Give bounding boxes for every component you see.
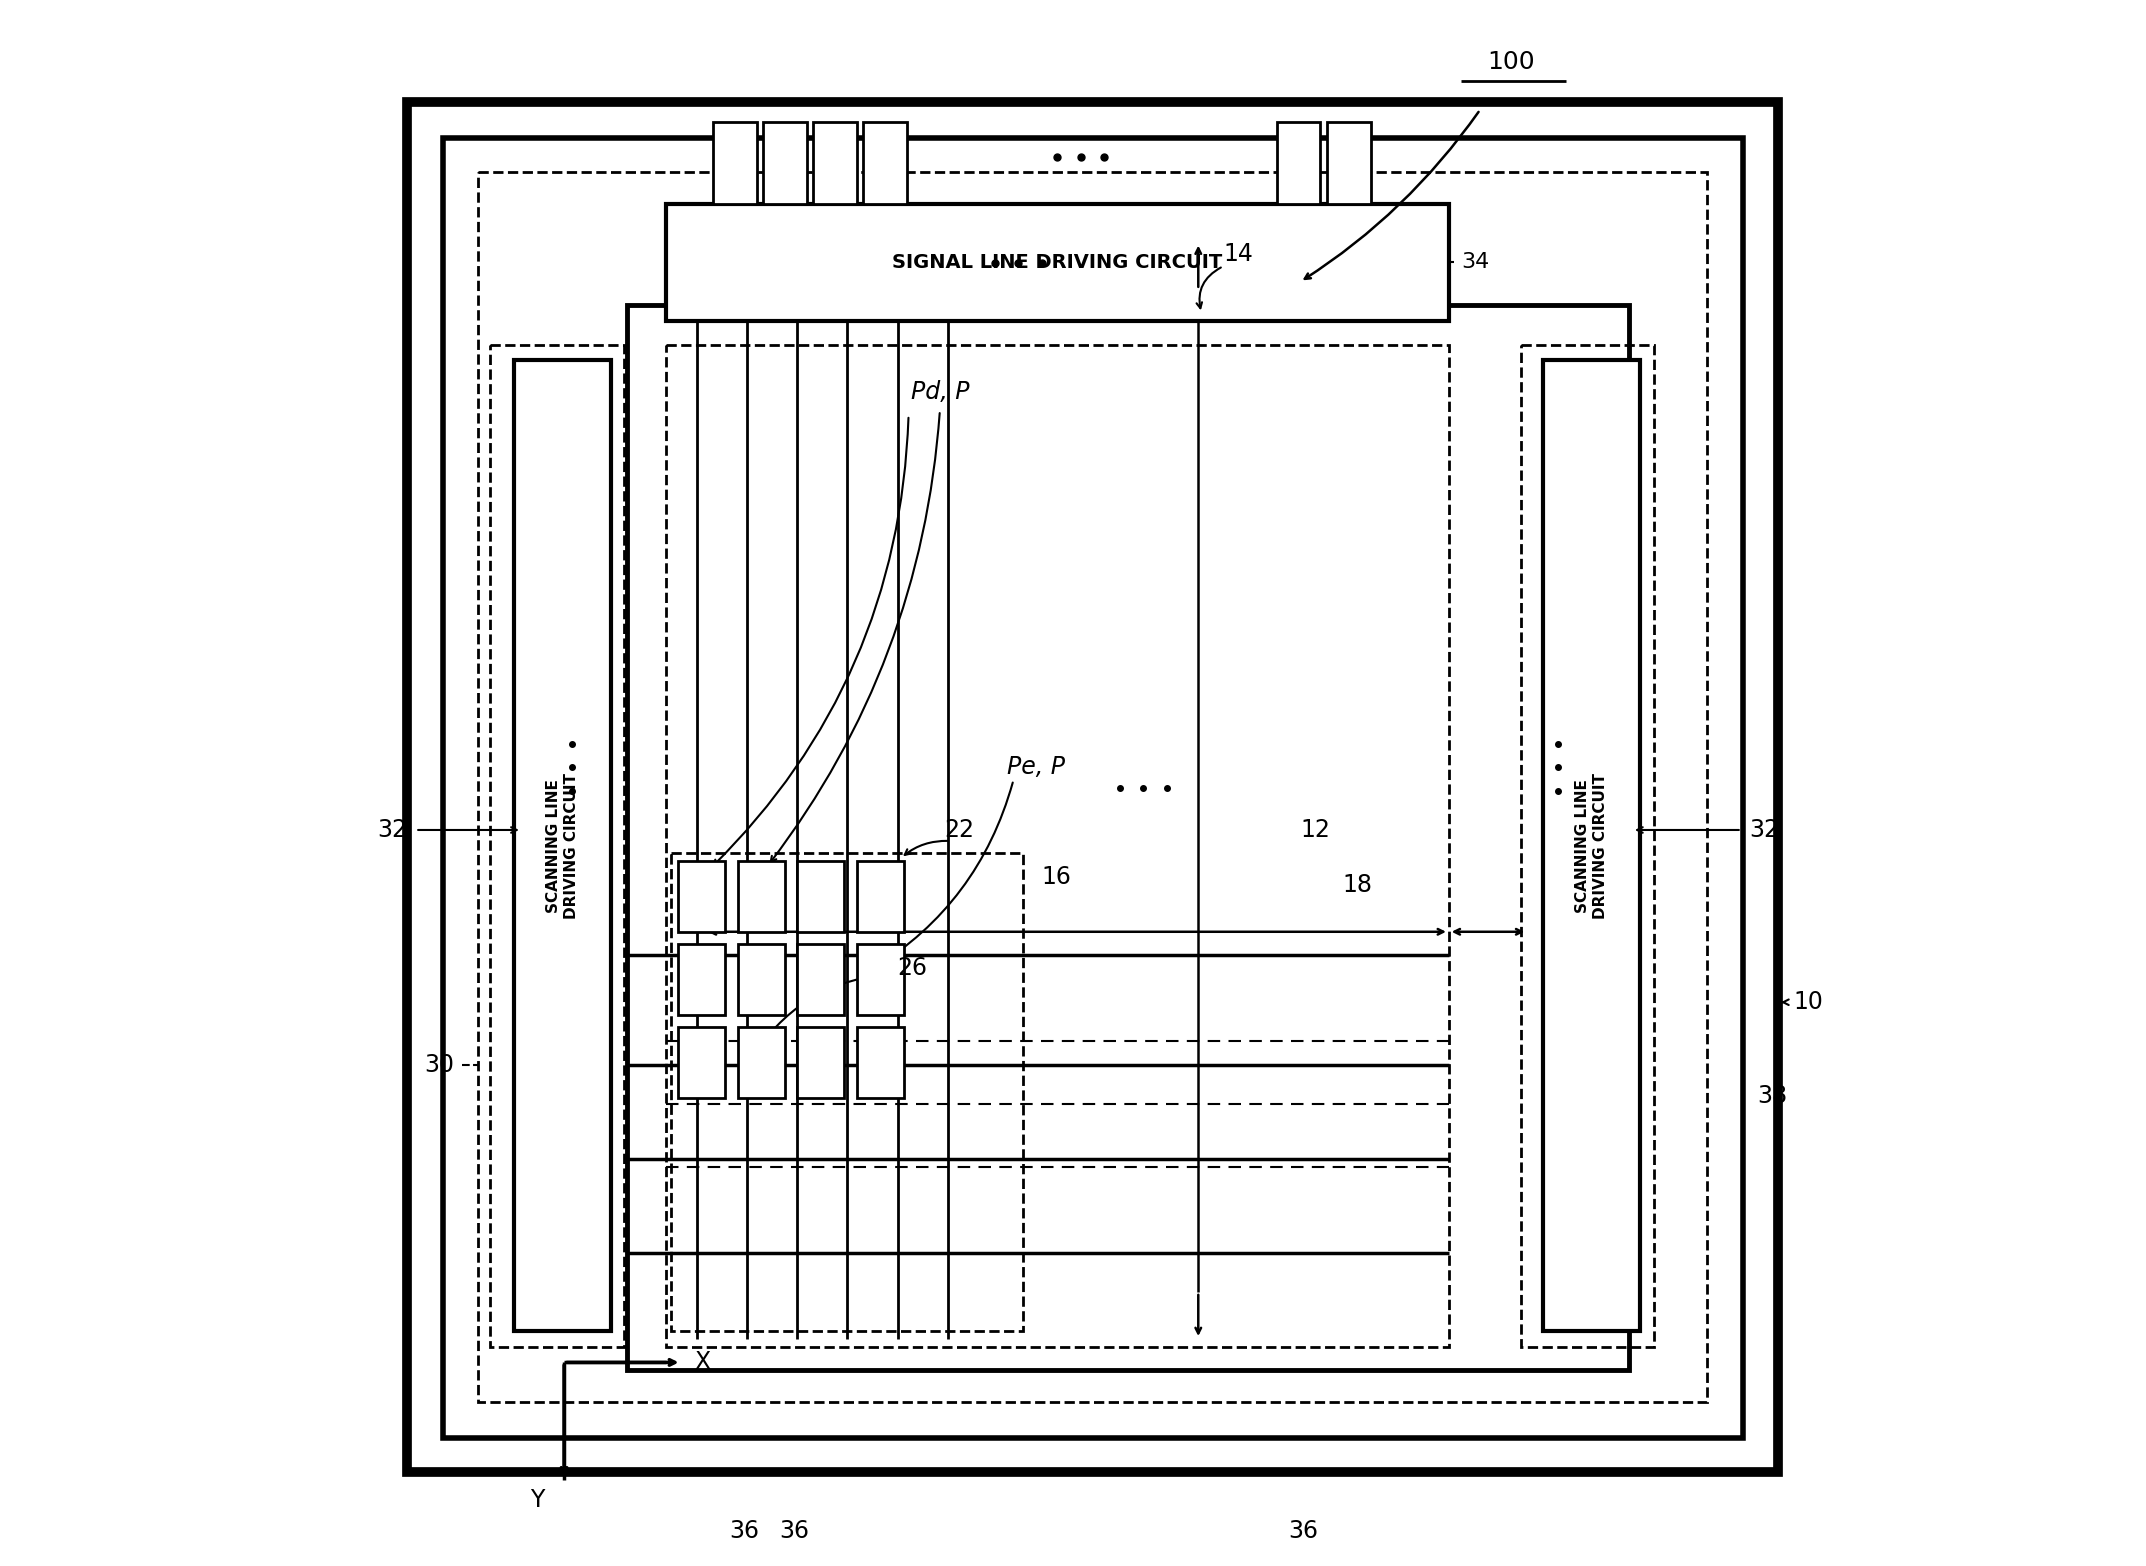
Text: SCANNING LINE
DRIVING CIRCUIT: SCANNING LINE DRIVING CIRCUIT xyxy=(1575,772,1607,919)
Bar xyxy=(798,1027,843,1098)
Bar xyxy=(670,853,1024,1331)
Bar xyxy=(678,944,725,1015)
Text: 16: 16 xyxy=(1041,864,1071,889)
Bar xyxy=(1277,122,1320,204)
Bar xyxy=(1522,345,1655,1347)
Bar xyxy=(738,861,785,932)
Bar xyxy=(856,944,903,1015)
Bar xyxy=(444,138,1743,1438)
Text: 18: 18 xyxy=(1343,872,1371,897)
Bar xyxy=(513,360,612,1331)
Bar xyxy=(813,122,856,204)
Text: 10: 10 xyxy=(1794,990,1824,1015)
Bar xyxy=(856,861,903,932)
Text: 38: 38 xyxy=(1758,1084,1788,1109)
Bar xyxy=(678,861,725,932)
Text: 22: 22 xyxy=(944,817,974,843)
Bar xyxy=(856,1027,903,1098)
Text: Y: Y xyxy=(530,1488,545,1511)
Text: X: X xyxy=(693,1350,710,1375)
Bar xyxy=(712,122,758,204)
Text: SIGNAL LINE DRIVING CIRCUIT: SIGNAL LINE DRIVING CIRCUIT xyxy=(893,252,1223,272)
Text: 32: 32 xyxy=(1749,817,1779,843)
Bar xyxy=(764,122,807,204)
Bar xyxy=(408,102,1777,1472)
Bar xyxy=(738,1027,785,1098)
Bar xyxy=(479,172,1708,1402)
Bar xyxy=(738,944,785,1015)
Text: 30: 30 xyxy=(425,1052,455,1077)
Bar xyxy=(491,345,624,1347)
Text: 36: 36 xyxy=(779,1519,809,1543)
Bar xyxy=(798,861,843,932)
Bar xyxy=(665,345,1449,1347)
Text: 36: 36 xyxy=(1288,1519,1318,1543)
Text: 12: 12 xyxy=(1300,817,1331,843)
Bar xyxy=(1543,360,1640,1331)
Text: Pd, P: Pd, P xyxy=(910,379,970,404)
Text: 14: 14 xyxy=(1223,241,1253,266)
Text: 26: 26 xyxy=(897,955,927,980)
Text: 100: 100 xyxy=(1487,50,1534,74)
Text: 34: 34 xyxy=(1461,252,1489,271)
Bar xyxy=(627,305,1629,1370)
Text: SCANNING LINE
DRIVING CIRCUIT: SCANNING LINE DRIVING CIRCUIT xyxy=(547,772,579,919)
Bar xyxy=(1326,122,1371,204)
Bar xyxy=(678,1027,725,1098)
Text: 36: 36 xyxy=(730,1519,760,1543)
Text: Pe, P: Pe, P xyxy=(1006,755,1064,780)
Bar xyxy=(798,944,843,1015)
Bar xyxy=(665,204,1449,321)
Text: 32: 32 xyxy=(378,817,408,843)
Bar xyxy=(863,122,908,204)
